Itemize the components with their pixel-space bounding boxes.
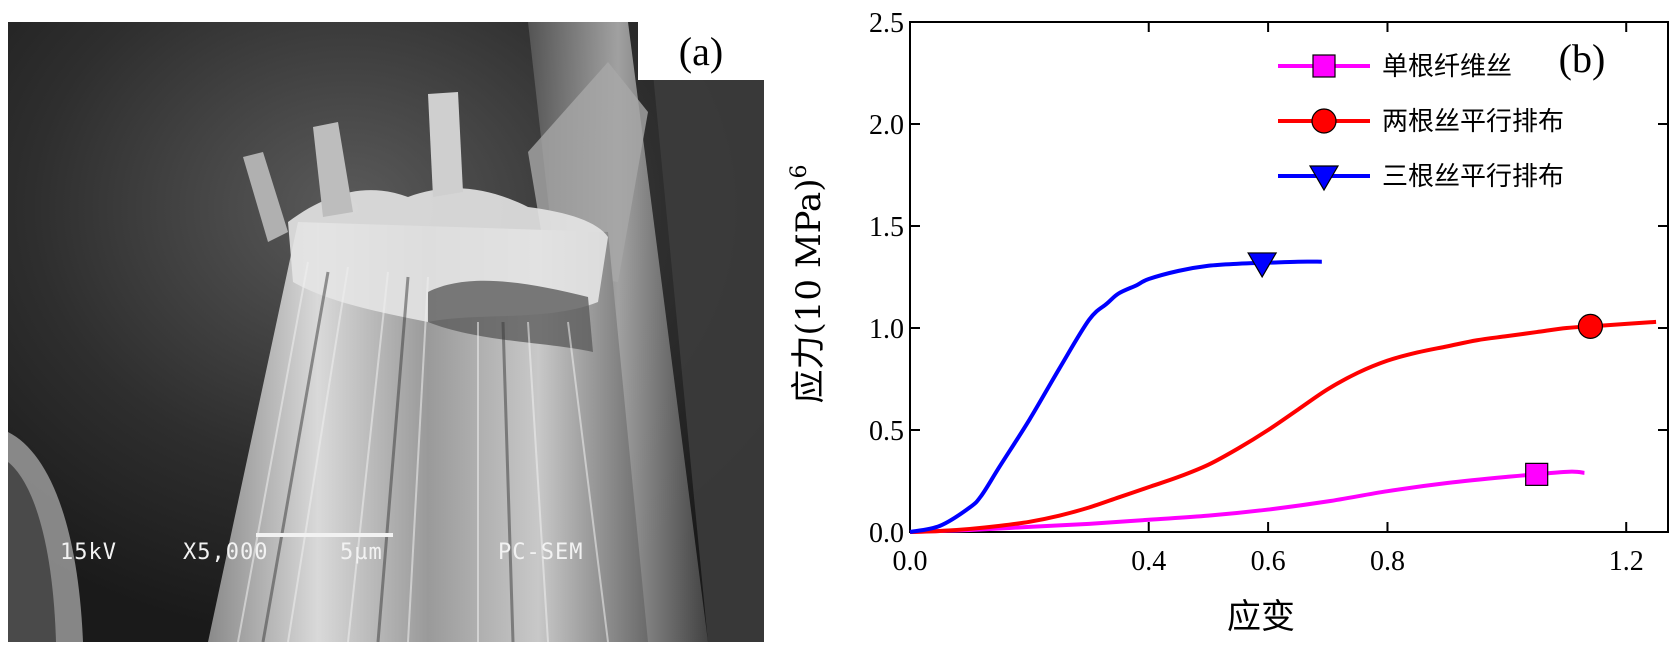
- panel-a-label-box: [638, 22, 764, 80]
- series-markers: [1247, 252, 1604, 486]
- legend-label-0: 单根纤维丝: [1382, 52, 1512, 82]
- legend-label-1: 两根丝平行排布: [1382, 107, 1564, 137]
- legend-label-2: 三根丝平行排布: [1382, 162, 1564, 192]
- series-line-1: [909, 319, 1657, 534]
- series-line-2: [909, 259, 1322, 534]
- series-line-0: [909, 469, 1585, 534]
- x-tick-label: 0.8: [1370, 546, 1405, 577]
- series-marker-1: [1577, 313, 1604, 339]
- x-tick-label: 0.4: [1131, 546, 1166, 577]
- x-axis-ticks: 0.0 0.4 0.6 0.8 1.2: [893, 22, 1644, 577]
- left-curved-fiber-shadow: [8, 462, 56, 642]
- sem-image-panel: 15kV X5,000 5µm PC-SEM (a): [8, 22, 764, 643]
- legend-marker-2: [1308, 165, 1340, 192]
- x-axis-title: 应变: [1227, 597, 1295, 637]
- x-tick-label: 1.2: [1609, 546, 1644, 577]
- y-axis-title-superscript: 6: [787, 164, 812, 178]
- plot-area-border: [909, 21, 1669, 533]
- y-tick-label: 0.5: [869, 416, 904, 447]
- sem-mode-label: PC-SEM: [498, 540, 583, 565]
- fiber-tip: [428, 92, 463, 197]
- series-marker-2: [1247, 252, 1278, 279]
- y-axis-title-main: 应力(10 MPa): [789, 178, 829, 403]
- sem-micrograph: 15kV X5,000 5µm PC-SEM (a): [8, 22, 764, 643]
- y-tick-label: 1.5: [869, 212, 904, 243]
- series-marker-0: [1525, 462, 1549, 486]
- y-tick-label: 1.0: [869, 314, 904, 345]
- fiber-grooves: [261, 271, 515, 643]
- x-tick-label: 0.0: [893, 546, 928, 577]
- plot-frame: [909, 21, 1669, 533]
- legend-marker-1: [1311, 108, 1337, 134]
- fracture-cavity: [428, 280, 593, 352]
- fiber-striations: [237, 261, 609, 643]
- panel-a-label: (a): [679, 29, 723, 74]
- series-lines: [909, 259, 1657, 534]
- y-tick-label: 2.5: [869, 8, 904, 39]
- far-right-fiber: [648, 22, 764, 642]
- sem-magnification-label: X5,000: [183, 540, 268, 565]
- y-tick-label: 0.0: [869, 518, 904, 549]
- legend-marker-0: [1312, 54, 1336, 78]
- y-tick-label: 2.0: [869, 110, 904, 141]
- sem-scale-label: 5µm: [340, 540, 383, 565]
- fiber-tip-2: [313, 122, 353, 217]
- y-axis-title: 应力(10 MPa)6: [787, 164, 829, 403]
- x-tick-label: 0.6: [1251, 546, 1286, 577]
- panel-b-label: (b): [1559, 36, 1606, 81]
- y-axis-ticks: 0.0 0.5 1.0 1.5 2.0 2.5: [869, 8, 1668, 549]
- sem-voltage-label: 15kV: [60, 540, 117, 565]
- fiber-tip-3: [243, 152, 288, 242]
